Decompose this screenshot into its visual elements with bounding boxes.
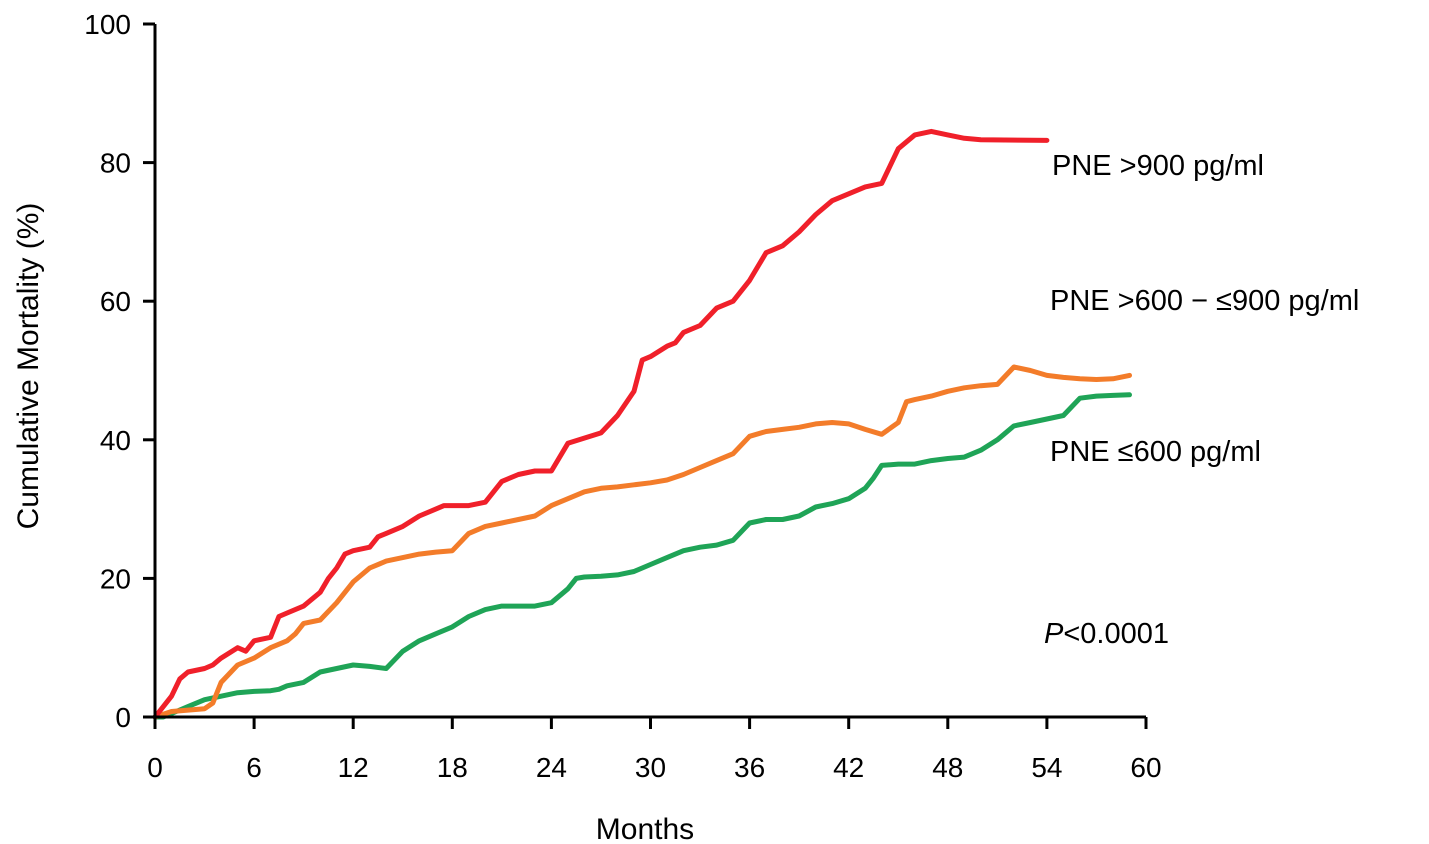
y-ticks: 0 20 40 60 80 100 — [84, 9, 155, 733]
x-tick-label: 6 — [246, 752, 262, 783]
y-axis-title: Cumulative Mortality (%) — [12, 203, 45, 530]
x-tick-label: 30 — [635, 752, 666, 783]
y-tick-label: 80 — [100, 148, 131, 179]
x-tick-label: 42 — [833, 752, 864, 783]
y-tick-label: 100 — [84, 9, 131, 40]
series-label-low: PNE ≤600 pg/ml — [1050, 436, 1261, 468]
x-tick-label: 18 — [437, 752, 468, 783]
x-tick-label: 0 — [147, 752, 163, 783]
p-value-text: <0.0001 — [1063, 618, 1169, 650]
series-label-mid: PNE >600 − ≤900 pg/ml — [1050, 285, 1359, 317]
x-tick-label: 36 — [734, 752, 765, 783]
p-value-prefix: P — [1044, 618, 1064, 650]
y-tick-label: 0 — [115, 702, 131, 733]
series-line-pne-high — [152, 128, 1050, 720]
p-value-annotation: P<0.0001 — [1044, 618, 1169, 650]
x-tick-label: 12 — [338, 752, 369, 783]
x-tick-label: 48 — [932, 752, 963, 783]
axes — [153, 24, 1146, 719]
y-tick-label: 60 — [100, 286, 131, 317]
plot-area — [152, 128, 1132, 720]
series-label-high: PNE >900 pg/ml — [1052, 150, 1264, 182]
y-tick-label: 40 — [100, 425, 131, 456]
series-line-pne-mid — [152, 364, 1132, 720]
x-ticks: 0 6 12 18 24 30 36 42 48 54 60 — [147, 717, 1162, 783]
x-axis-title: Months — [596, 813, 694, 844]
x-tick-label: 60 — [1130, 752, 1161, 783]
series-line-pne-low — [152, 392, 1132, 720]
x-tick-label: 54 — [1031, 752, 1062, 783]
x-tick-label: 24 — [536, 752, 567, 783]
y-tick-label: 20 — [100, 563, 131, 594]
